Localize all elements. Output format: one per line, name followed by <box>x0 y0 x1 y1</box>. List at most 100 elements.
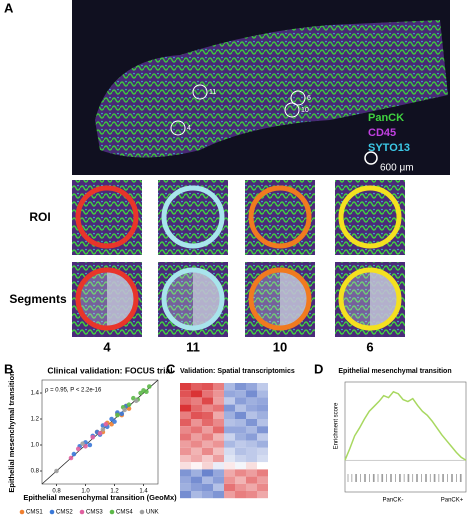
heatmap-cell <box>202 433 213 441</box>
heatmap-cell <box>213 433 224 441</box>
heatmap-cell <box>257 440 268 448</box>
x-tick-label: 1.4 <box>139 489 148 495</box>
panel-label: D <box>314 361 323 376</box>
roi-image <box>245 180 315 255</box>
roi-marker-label: 4 <box>187 125 191 132</box>
plot-area <box>344 381 467 493</box>
heatmap-cell <box>213 411 224 419</box>
point <box>144 389 149 395</box>
heatmap-cell <box>235 469 246 477</box>
heatmap-cell <box>180 476 191 484</box>
heatmap-cell <box>246 455 257 463</box>
segment-mask <box>370 270 399 328</box>
chart-title: Clinical validation: FOCUS trial <box>47 365 172 375</box>
heatmap-cell <box>202 462 213 470</box>
heatmap-cell <box>191 433 202 441</box>
point <box>126 402 132 408</box>
legend-label: CMS4 <box>116 510 133 516</box>
roi-circle <box>248 185 312 249</box>
heatmap-cell <box>246 411 257 419</box>
scale-icon <box>364 151 378 165</box>
heatmap-cell <box>235 411 246 419</box>
point <box>119 411 125 417</box>
heatmap-cell <box>224 390 235 398</box>
heatmap-cell <box>224 383 235 391</box>
heatmap-cell <box>180 455 191 463</box>
segment-mask <box>107 270 136 328</box>
heatmap-cell <box>213 426 224 434</box>
heatmap-cell <box>246 419 257 427</box>
heatmap-cell <box>235 426 246 434</box>
point <box>71 451 77 457</box>
heatmap-cell <box>202 440 213 448</box>
heatmap-cell <box>235 419 246 427</box>
heatmap-cell <box>180 491 191 499</box>
heatmap-cell <box>213 404 224 412</box>
heatmap-cell <box>180 440 191 448</box>
heatmap-cell <box>202 491 213 499</box>
heatmap-cell <box>213 455 224 463</box>
heatmap-cell <box>202 455 213 463</box>
legend-swatch <box>49 509 55 515</box>
heatmap-cell <box>257 491 268 499</box>
heatmap-cell <box>202 419 213 427</box>
heatmap-cell <box>235 440 246 448</box>
roi-circle <box>75 185 139 249</box>
point <box>133 398 139 404</box>
legend-swatch <box>19 509 25 515</box>
heatmap-cell <box>235 462 246 470</box>
roi-circle <box>161 185 225 249</box>
heatmap-cell <box>235 483 246 491</box>
heatmap-cell <box>213 447 224 455</box>
roi-label: 10 <box>273 339 287 354</box>
roi-marker <box>192 84 208 100</box>
heatmap-cell <box>202 483 213 491</box>
heatmap-cell <box>235 447 246 455</box>
heatmap-cell <box>191 447 202 455</box>
heatmap-cell <box>246 390 257 398</box>
legend-swatch <box>109 509 115 515</box>
roi-marker <box>170 120 186 136</box>
legend-swatch <box>139 509 145 515</box>
heatmap-cell <box>235 433 246 441</box>
segment-mask <box>193 270 222 328</box>
heatmap-cell <box>257 404 268 412</box>
heatmap-cell <box>213 383 224 391</box>
heatmap-cell <box>213 483 224 491</box>
heatmap-cell <box>213 491 224 499</box>
heatmap-cell <box>257 433 268 441</box>
heatmap-cell <box>213 469 224 477</box>
legend-entry: PanCK <box>368 112 404 124</box>
y-tick-label: 1.0 <box>31 443 40 449</box>
heatmap-cell <box>180 397 191 405</box>
roi-image <box>335 180 405 255</box>
x-label: PanCK+ <box>441 498 464 504</box>
roi-label: 11 <box>186 339 200 354</box>
heatmap-cell <box>191 491 202 499</box>
panel-label: C <box>166 361 176 376</box>
roi-marker <box>284 102 300 118</box>
panel-label: A <box>4 0 14 15</box>
heatmap-cell <box>224 411 235 419</box>
roi-label: 4 <box>103 339 111 354</box>
heatmap-cell <box>246 440 257 448</box>
heatmap-cell <box>191 411 202 419</box>
heatmap-cell <box>246 462 257 470</box>
legend-label: CMS3 <box>86 510 103 516</box>
x-tick-label: 0.8 <box>52 489 61 495</box>
x-label: PanCK- <box>382 498 403 504</box>
heatmap-cell <box>224 426 235 434</box>
heatmap-cell <box>257 476 268 484</box>
heatmap-cell <box>224 419 235 427</box>
heatmap-cell <box>180 411 191 419</box>
chart-title: Validation: Spatial transcriptomics <box>180 368 295 375</box>
panel-label: B <box>4 361 13 376</box>
heatmap-cell <box>224 483 235 491</box>
heatmap-cell <box>202 426 213 434</box>
point <box>80 441 85 447</box>
heatmap-cell <box>246 447 257 455</box>
heatmap-cell <box>257 419 268 427</box>
heatmap-cell <box>246 404 257 412</box>
heatmap-cell <box>224 433 235 441</box>
heatmap-cell <box>257 462 268 470</box>
